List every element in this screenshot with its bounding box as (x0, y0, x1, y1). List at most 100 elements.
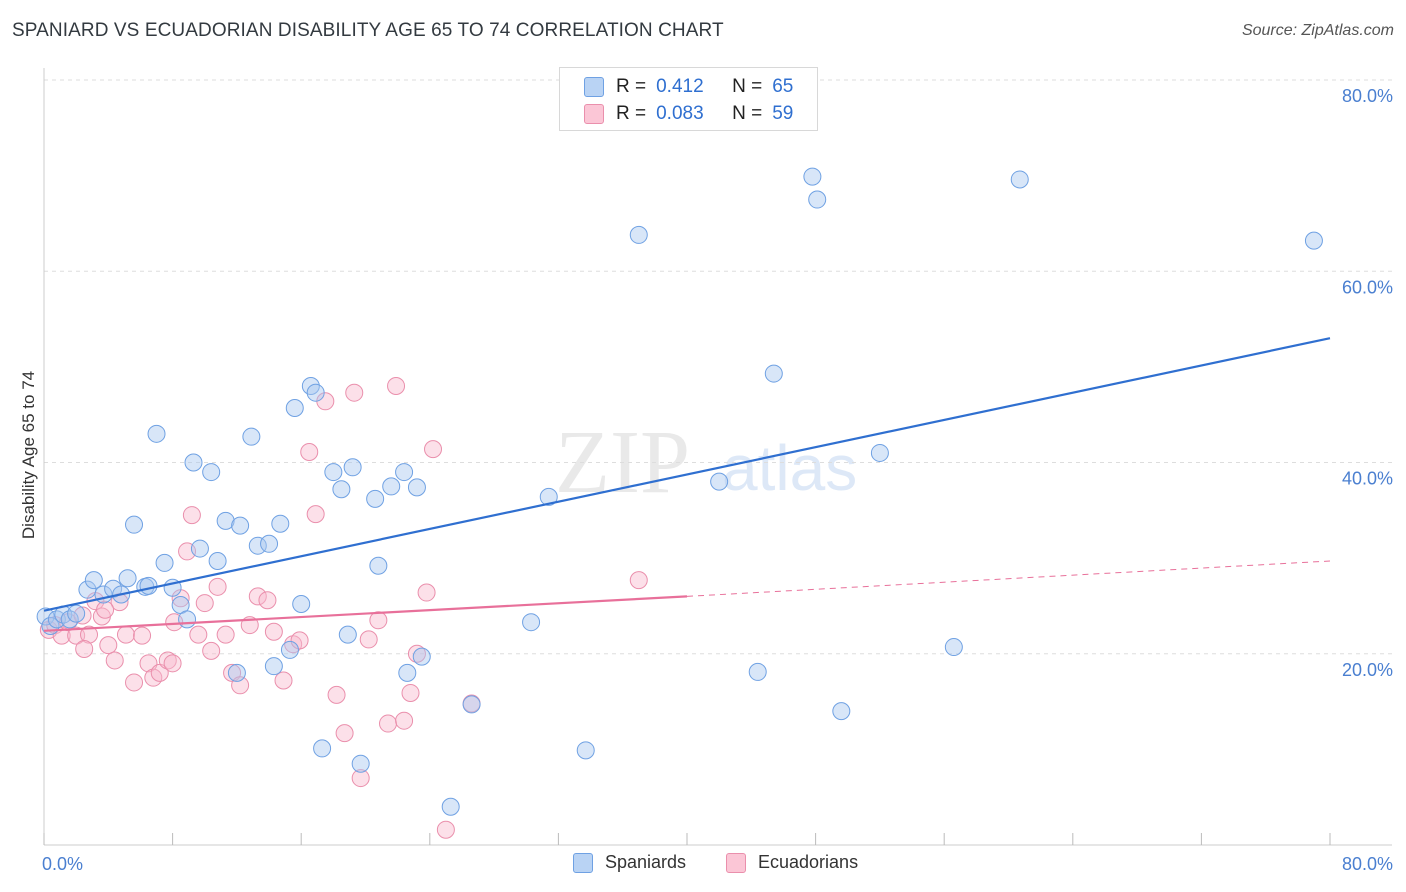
spaniards-point (398, 663, 417, 682)
ecuadorians-trend-line (686, 560, 1331, 597)
trend-lines (43, 337, 1331, 632)
ecuadorians-point (395, 711, 414, 730)
spaniards-point (764, 364, 783, 383)
spaniards-r-value: 0.412 (656, 76, 704, 97)
spaniards-point (441, 797, 460, 816)
n-label: N = (732, 103, 763, 124)
spaniards-point (710, 472, 729, 491)
ecuadorians-point (182, 506, 201, 525)
y-tick-label: 20.0% (1342, 660, 1393, 680)
spaniards-point (292, 595, 311, 614)
legend-row-spaniards: R = 0.412 N = 65 (584, 75, 793, 99)
spaniards-point (216, 511, 235, 530)
ecuadorians-point (369, 611, 388, 630)
spaniards-point (147, 424, 166, 443)
spaniards-point (184, 453, 203, 472)
ecuadorians-point (158, 651, 177, 670)
ecuadorians-point (264, 622, 283, 641)
ecuadorians-point (189, 625, 208, 644)
spaniards-point (125, 515, 144, 534)
ecuadorians-point (67, 626, 86, 645)
series-legend: Spaniards Ecuadorians (0, 852, 1406, 878)
ecuadorians-point (274, 671, 293, 690)
ecuadorians-point (424, 440, 443, 459)
ecuadorians-point (105, 651, 124, 670)
ecuadorians-swatch (584, 104, 604, 124)
spaniards-point (395, 463, 414, 482)
spaniards-point (366, 489, 385, 508)
ecuadorians-point (116, 625, 135, 644)
ecuadorians-points (39, 377, 648, 839)
spaniards-point (202, 463, 221, 482)
ecuadorians-n-value: 59 (772, 103, 794, 124)
spaniards-point (382, 477, 401, 496)
spaniards-point (1010, 170, 1029, 189)
r-label: R = (616, 76, 647, 97)
ecuadorians-point (216, 625, 235, 644)
ecuadorians-point (290, 631, 309, 650)
spaniards-point (208, 551, 227, 570)
ecuadorians-point (163, 654, 182, 673)
ecuadorians-point (379, 714, 398, 733)
spaniards-point (280, 640, 299, 659)
legend-item-ecuadorians: Ecuadorians (726, 852, 858, 873)
spaniards-point (338, 625, 357, 644)
chart-source: Source: ZipAtlas.com (1241, 22, 1394, 39)
spaniards-point (155, 553, 174, 572)
spaniards-point (84, 571, 103, 590)
spaniards-point (118, 569, 137, 588)
ecuadorians-point (75, 639, 94, 658)
spaniards-point (803, 167, 822, 186)
ecuadorians-point (300, 442, 319, 461)
stats-legend: R = 0.412 N = 65 R = 0.083 N = 59 (559, 67, 818, 131)
spaniards-point (242, 427, 261, 446)
y-axis-tick-labels: 20.0% 40.0% 60.0% 80.0% (1342, 86, 1393, 680)
spaniards-swatch (584, 77, 604, 97)
spaniards-legend-label: Spaniards (605, 852, 687, 872)
spaniards-point (748, 662, 767, 681)
r-label: R = (616, 103, 647, 124)
spaniards-trend-line (43, 337, 1331, 612)
y-tick-label: 40.0% (1342, 469, 1393, 489)
n-label: N = (732, 76, 763, 97)
spaniards-point (539, 487, 558, 506)
spaniards-point (369, 556, 388, 575)
ecuadorians-r-value: 0.083 (656, 103, 704, 124)
spaniards-point (332, 480, 351, 499)
ecuadorians-point (125, 673, 144, 692)
legend-row-ecuadorians: R = 0.083 N = 59 (584, 102, 793, 126)
ecuadorians-point (436, 820, 455, 839)
ecuadorians-legend-label: Ecuadorians (758, 852, 859, 872)
x-axis-tick-labels: 0.0% 80.0% (42, 854, 1393, 874)
ecuadorians-point (96, 600, 115, 619)
spaniards-point (808, 190, 827, 209)
watermark: ZIP atlas (555, 413, 857, 512)
ecuadorians-point (401, 683, 420, 702)
ecuadorians-point (345, 383, 364, 402)
ecuadorians-point (327, 685, 346, 704)
spaniards-n-value: 65 (772, 76, 794, 97)
spaniards-point (944, 638, 963, 657)
spaniards-points (36, 167, 1323, 816)
spaniards-point (285, 398, 304, 417)
ecuadorians-point (248, 587, 267, 606)
spaniards-point (36, 607, 55, 626)
ecuadorians-point (335, 724, 354, 743)
spaniards-point (264, 657, 283, 676)
ecuadorians-point (258, 591, 277, 610)
spaniards-point (306, 383, 325, 402)
spaniards-point (343, 458, 362, 477)
ecuadorians-point (387, 377, 406, 395)
ecuadorians-point (359, 630, 378, 649)
spaniards-legend-swatch (573, 852, 593, 873)
spaniards-point (190, 539, 209, 558)
ecuadorians-point (133, 626, 152, 645)
spaniards-point (227, 663, 246, 682)
spaniards-point (522, 613, 541, 632)
x-tick-label: 80.0% (1342, 854, 1393, 874)
ecuadorians-point (80, 625, 99, 644)
spaniards-point (324, 463, 343, 482)
ecuadorians-trend-line (43, 595, 688, 632)
spaniards-point (576, 741, 595, 760)
